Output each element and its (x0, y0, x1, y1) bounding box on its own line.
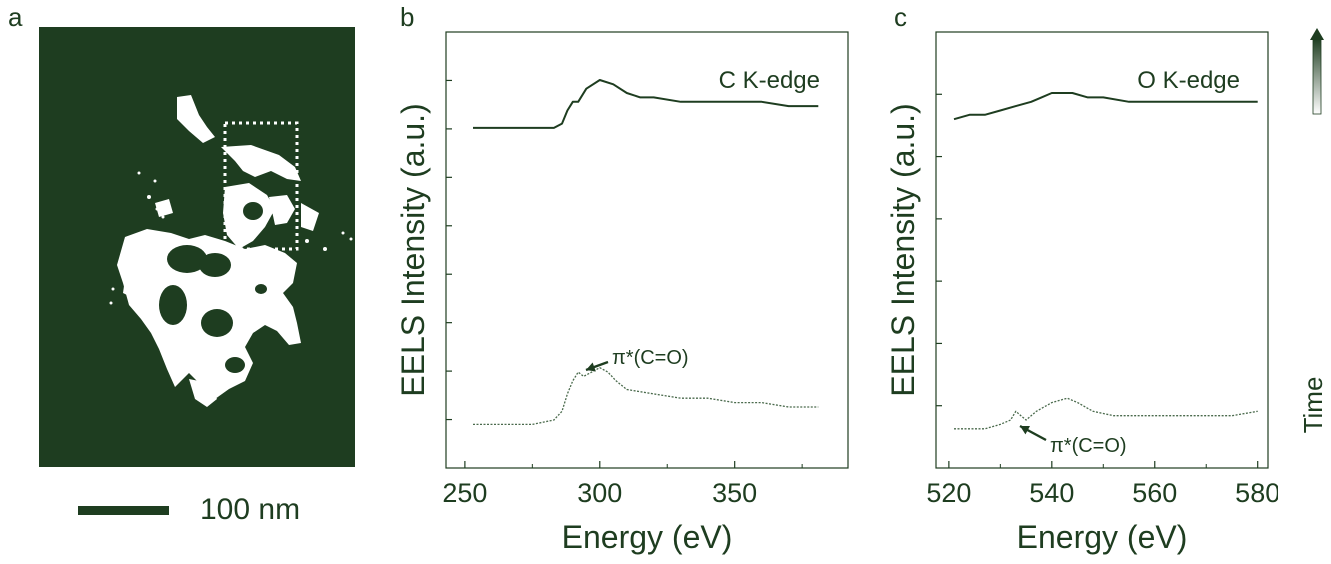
series-line-1 (473, 79, 819, 129)
x-tick-label: 540 (1029, 478, 1074, 508)
x-tick-label: 560 (1132, 478, 1177, 508)
panel-label-a: a (8, 2, 23, 32)
x-axis-label: Energy (eV) (562, 519, 733, 555)
pointer-arrow-head (586, 362, 596, 372)
time-arrow-icon (1310, 28, 1324, 115)
pointer-label: π*(C=O) (612, 347, 689, 369)
tem-image (39, 27, 355, 467)
plot-frame (445, 31, 849, 469)
x-tick-label: 350 (712, 478, 757, 508)
y-axis-label: EELS Intensity (a.u.) (395, 103, 431, 396)
edge-title: O K-edge (1137, 67, 1240, 94)
series-line-2 (954, 397, 1258, 430)
y-axis-label: EELS Intensity (a.u.) (885, 103, 921, 396)
scale-bar-label: 100 nm (200, 493, 301, 526)
pointer-label: π*(C=O) (1050, 435, 1127, 457)
selection-box (223, 121, 299, 251)
plot-frame (935, 31, 1269, 469)
x-tick-label: 580 (1235, 478, 1278, 508)
series-line-2 (473, 367, 819, 426)
x-axis-label: Energy (eV) (1017, 519, 1188, 555)
edge-title: C K-edge (719, 67, 820, 94)
x-tick-label: 520 (926, 478, 971, 508)
c-k-edge-chart: 250 300 350 Energy (eV) EELS Intensity (a.u.… (395, 31, 849, 555)
time-label: Time (1298, 376, 1328, 434)
scale-bar (78, 506, 169, 515)
series-line-1 (953, 92, 1258, 121)
panel-label-b: b (400, 2, 415, 32)
o-k-edge-chart: 520 540 560 580 Energy (eV) EELS Intensity (a… (885, 31, 1278, 555)
x-tick-label: 300 (577, 478, 622, 508)
pointer-arrow-head (1020, 425, 1030, 435)
x-tick-label: 250 (442, 478, 487, 508)
panel-label-c: c (894, 2, 907, 32)
